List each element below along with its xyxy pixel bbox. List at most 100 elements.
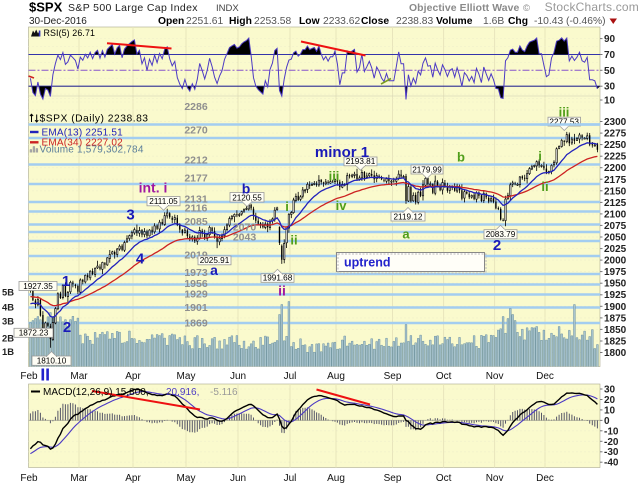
svg-text:2233.62: 2233.62 (323, 16, 360, 27)
svg-text:2253.58: 2253.58 (254, 16, 291, 27)
svg-text:2150: 2150 (604, 186, 627, 197)
svg-text:ii: ii (541, 179, 548, 194)
svg-text:minor 1: minor 1 (315, 144, 369, 161)
svg-text:Nov: Nov (486, 473, 504, 484)
svg-text:i: i (285, 199, 289, 214)
svg-text:1950: 1950 (604, 279, 627, 290)
svg-text:10: 10 (604, 96, 616, 107)
svg-text:-10: -10 (604, 426, 619, 437)
svg-text:50: 50 (604, 66, 616, 77)
svg-text:StockCharts.com: StockCharts.com (545, 0, 639, 14)
svg-text:2270: 2270 (184, 125, 208, 137)
svg-text:EMA(34) 2227.02: EMA(34) 2227.02 (42, 138, 124, 149)
svg-text:$SPX (Daily) 2238.83: $SPX (Daily) 2238.83 (40, 114, 149, 125)
svg-text:Feb: Feb (20, 473, 38, 484)
svg-text:2286: 2286 (184, 101, 208, 113)
svg-text:2275: 2275 (604, 129, 627, 140)
svg-text:2212: 2212 (184, 155, 208, 167)
svg-text:Open: Open (158, 16, 184, 27)
svg-text:2000: 2000 (604, 256, 627, 267)
svg-text:Dec: Dec (536, 371, 554, 382)
svg-text:2179.99: 2179.99 (412, 165, 442, 174)
svg-text:Jul: Jul (284, 473, 297, 484)
svg-text:30: 30 (604, 385, 616, 396)
svg-text:1927.35: 1927.35 (23, 282, 53, 291)
svg-text:2193.81: 2193.81 (346, 157, 376, 166)
svg-text:2100: 2100 (604, 209, 627, 220)
svg-text:a: a (402, 227, 410, 242)
svg-text:2025: 2025 (604, 244, 627, 255)
svg-text:1991.68: 1991.68 (263, 274, 293, 283)
svg-text:1.6B: 1.6B (483, 16, 504, 27)
svg-text:1900: 1900 (604, 302, 627, 313)
svg-text:©: © (523, 3, 530, 14)
svg-text:1B: 1B (2, 346, 14, 357)
svg-text:2025.91: 2025.91 (200, 256, 230, 265)
svg-text:Volume: Volume (436, 16, 473, 27)
svg-text:2075: 2075 (604, 221, 627, 232)
svg-text:5B: 5B (2, 286, 14, 297)
svg-text:2120.55: 2120.55 (232, 193, 262, 202)
svg-text:2083.79: 2083.79 (486, 230, 516, 239)
svg-text:i: i (538, 149, 542, 164)
svg-text:int. i: int. i (139, 180, 168, 196)
svg-text:ii: ii (278, 283, 286, 299)
svg-text:Low: Low (299, 16, 321, 27)
svg-text:$SPX: $SPX (29, 0, 63, 15)
svg-text:b: b (242, 181, 251, 197)
svg-text:Mar: Mar (70, 473, 88, 484)
svg-text:1800: 1800 (604, 348, 627, 359)
svg-text:Aug: Aug (327, 371, 345, 382)
svg-text:Objective Elliott Wave: Objective Elliott Wave (409, 3, 519, 14)
svg-text:2177: 2177 (184, 173, 208, 185)
svg-text:2070: 2070 (233, 222, 257, 234)
svg-text:2125: 2125 (604, 198, 627, 209)
svg-text:-30: -30 (604, 447, 619, 458)
svg-text:RSI(5) 26.71: RSI(5) 26.71 (44, 28, 96, 38)
svg-text:2: 2 (493, 237, 501, 254)
svg-text:Oct: Oct (436, 371, 452, 382)
svg-text:Jun: Jun (230, 371, 246, 382)
svg-text:-40: -40 (604, 458, 619, 469)
svg-text:10: 10 (604, 405, 616, 416)
svg-text:iv: iv (336, 198, 348, 213)
svg-text:-20: -20 (604, 437, 619, 448)
svg-text:3B: 3B (2, 315, 14, 326)
svg-text:iii: iii (559, 105, 570, 120)
svg-text:1869: 1869 (184, 318, 208, 330)
svg-text:iii: iii (329, 169, 340, 184)
svg-text:70: 70 (604, 50, 616, 61)
svg-text:Nov: Nov (486, 371, 504, 382)
svg-text:a: a (210, 262, 218, 278)
svg-text:Mar: Mar (70, 371, 88, 382)
svg-text:3: 3 (126, 207, 134, 224)
svg-text:Aug: Aug (327, 473, 345, 484)
svg-text:90: 90 (604, 34, 616, 45)
svg-text:2251.61: 2251.61 (186, 16, 223, 27)
svg-text:2250: 2250 (604, 140, 627, 151)
svg-text:1875: 1875 (604, 313, 627, 324)
svg-text:Chg: Chg (508, 16, 528, 27)
svg-text:30: 30 (604, 82, 616, 93)
svg-text:Sep: Sep (384, 473, 402, 484)
svg-text:Sep: Sep (384, 371, 402, 382)
svg-text:Apr: Apr (125, 473, 141, 484)
svg-text:MACD(12,26,9) 15,800,: MACD(12,26,9) 15,800, (43, 387, 149, 398)
svg-text:4B: 4B (2, 302, 14, 313)
svg-text:20,916,: 20,916, (166, 387, 199, 398)
svg-text:30-Dec-2016: 30-Dec-2016 (29, 16, 87, 27)
svg-text:High: High (229, 16, 252, 27)
svg-text:EMA(13) 2251.51: EMA(13) 2251.51 (42, 127, 124, 138)
svg-text:2238.83: 2238.83 (396, 16, 433, 27)
svg-text:2: 2 (63, 319, 71, 336)
svg-text:2200: 2200 (604, 163, 627, 174)
svg-text:-10.43 (-0.46%): -10.43 (-0.46%) (534, 16, 606, 27)
svg-text:1: 1 (62, 273, 70, 290)
svg-text:2175: 2175 (604, 175, 627, 186)
svg-text:2300: 2300 (604, 117, 627, 128)
svg-text:Dec: Dec (536, 473, 554, 484)
svg-text:1975: 1975 (604, 267, 627, 278)
svg-text:-5.116: -5.116 (210, 387, 238, 398)
svg-text:Volume 1,579,302,784: Volume 1,579,302,784 (40, 145, 144, 156)
svg-text:1973: 1973 (184, 267, 208, 279)
